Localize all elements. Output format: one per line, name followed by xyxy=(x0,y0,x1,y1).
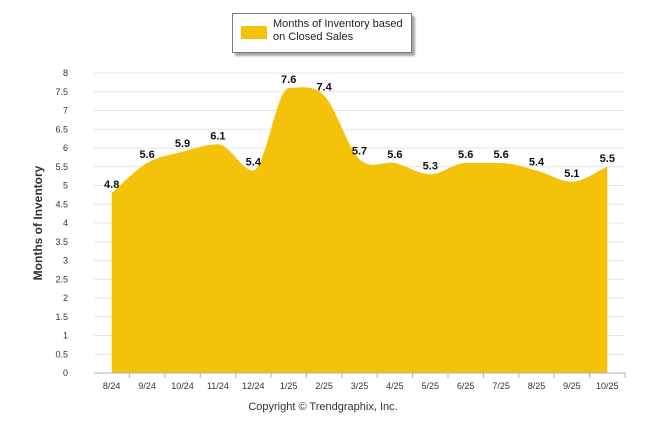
y-tick-label: 2.5 xyxy=(55,274,68,284)
data-label: 6.1 xyxy=(210,130,225,142)
x-tick-label: 7/25 xyxy=(492,381,510,391)
data-label: 5.9 xyxy=(175,138,190,150)
y-tick-label: 1 xyxy=(63,331,68,341)
y-axis-label: Months of Inventory xyxy=(31,165,45,281)
x-tick-label: 2/25 xyxy=(315,381,333,391)
x-tick-label: 12/24 xyxy=(242,381,265,391)
x-tick-label: 5/25 xyxy=(422,381,440,391)
y-tick-label: 5.5 xyxy=(55,162,68,172)
y-tick-label: 6.5 xyxy=(55,124,68,134)
x-tick-label: 6/25 xyxy=(457,381,475,391)
y-tick-label: 7.5 xyxy=(55,87,68,97)
y-tick-label: 3.5 xyxy=(55,237,68,247)
data-label: 5.4 xyxy=(529,157,545,169)
series-area xyxy=(111,87,608,373)
legend-label: Months of Inventory based on Closed Sale… xyxy=(273,18,403,43)
x-tick-label: 1/25 xyxy=(280,381,298,391)
data-label: 7.4 xyxy=(316,82,332,94)
y-axis-ticks: 0 0.5 1 1.5 2 2.5 3 3.5 4 4.5 5 5.5 6 6.5 7 7.5 8 xyxy=(55,68,68,378)
x-tick-label: 10/24 xyxy=(171,381,194,391)
x-tick-label: 8/25 xyxy=(528,381,546,391)
x-tick-label: 8/24 xyxy=(103,381,121,391)
y-tick-label: 0 xyxy=(63,368,68,378)
y-tick-label: 3 xyxy=(63,256,68,266)
x-tick-label: 10/25 xyxy=(596,381,619,391)
x-tick-label: 9/24 xyxy=(138,381,156,391)
x-tick-label: 11/24 xyxy=(207,381,229,391)
y-tick-label: 4.5 xyxy=(55,199,68,209)
data-label: 5.6 xyxy=(493,149,508,161)
data-label: 5.7 xyxy=(352,145,367,157)
data-label: 5.6 xyxy=(139,149,154,161)
x-axis-ticks: 8/24 9/24 10/24 11/24 12/24 1/25 2/25 3/25 4/25 5… xyxy=(103,381,619,391)
y-tick-label: 5 xyxy=(63,181,68,191)
data-label: 7.6 xyxy=(281,74,296,86)
x-axis-tick-marks xyxy=(128,373,626,378)
data-label: 5.3 xyxy=(423,160,438,172)
data-label: 4.8 xyxy=(104,179,119,191)
data-label: 5.6 xyxy=(458,149,473,161)
data-label: 5.5 xyxy=(600,153,615,165)
copyright: Copyright © Trendgraphix, Inc. xyxy=(248,401,398,413)
data-labels: 4.8 5.6 5.9 6.1 5.4 7.6 7.4 5.7 5.6 5.3 5.6 5.6 5.4 5… xyxy=(104,74,615,191)
y-tick-label: 6 xyxy=(63,143,68,153)
y-tick-label: 8 xyxy=(63,68,68,78)
y-tick-label: 1.5 xyxy=(55,312,68,322)
data-label: 5.6 xyxy=(387,149,402,161)
data-label: 5.4 xyxy=(246,157,262,169)
legend-swatch xyxy=(241,26,267,39)
legend: Months of Inventory based on Closed Sale… xyxy=(232,13,412,53)
y-tick-label: 4 xyxy=(63,218,68,228)
x-tick-label: 3/25 xyxy=(351,381,369,391)
y-tick-label: 7 xyxy=(63,106,68,116)
x-tick-label: 4/25 xyxy=(386,381,404,391)
data-label: 5.1 xyxy=(564,168,579,180)
y-tick-label: 0.5 xyxy=(55,349,68,359)
x-tick-label: 9/25 xyxy=(563,381,581,391)
y-tick-label: 2 xyxy=(63,293,68,303)
